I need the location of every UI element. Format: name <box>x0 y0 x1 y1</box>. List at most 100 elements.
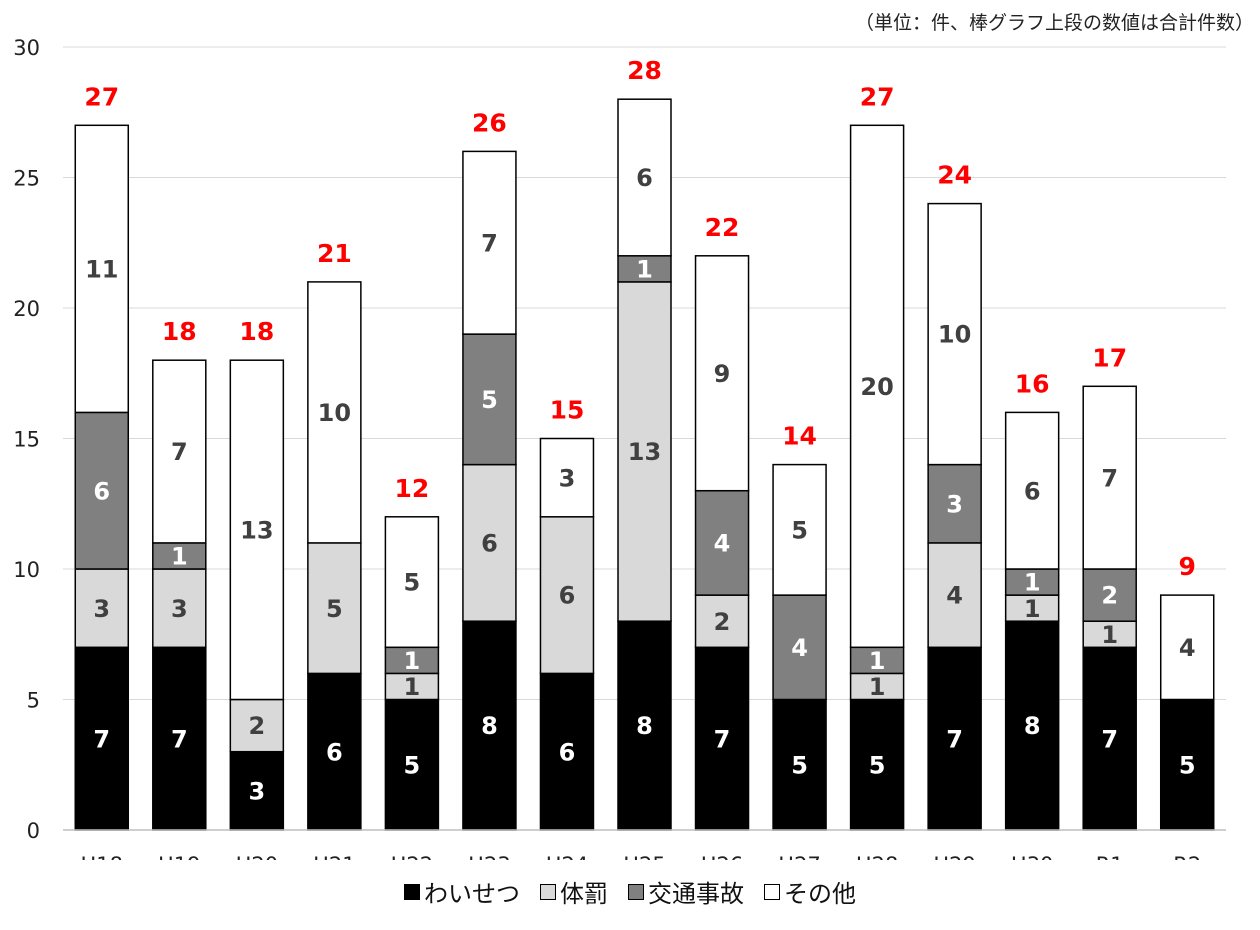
data-label-H24-体罰: 6 <box>559 582 576 610</box>
y-tick-label-25: 25 <box>13 167 40 191</box>
data-label-H24-わいせつ: 6 <box>559 738 576 766</box>
stacked-bar-chart: 7361127731718321318651021511512865726663… <box>0 0 1260 860</box>
y-tick-label-20: 20 <box>13 297 40 321</box>
data-label-H21-わいせつ: 6 <box>326 738 343 766</box>
data-label-H29-体罰: 4 <box>946 582 963 610</box>
legend-item-その他: その他 <box>764 874 856 909</box>
data-label-R1-わいせつ: 7 <box>1101 725 1118 753</box>
data-label-H28-交通事故: 1 <box>869 647 886 675</box>
data-label-H27-わいせつ: 5 <box>791 751 808 779</box>
data-label-H18-体罰: 3 <box>93 595 110 623</box>
total-label-H27: 14 <box>782 422 817 451</box>
data-label-H28-体罰: 1 <box>869 673 886 701</box>
data-label-H25-その他: 6 <box>636 164 653 192</box>
data-label-H22-わいせつ: 5 <box>404 751 421 779</box>
total-label-H24: 15 <box>550 396 585 425</box>
x-tick-label-H29: H29 <box>933 853 976 860</box>
x-tick-label-H21: H21 <box>313 853 356 860</box>
data-label-H19-わいせつ: 7 <box>171 725 188 753</box>
legend-label: 交通事故 <box>648 874 744 909</box>
total-label-H23: 26 <box>472 108 507 137</box>
total-label-H18: 27 <box>84 82 119 111</box>
legend-swatch <box>628 884 644 900</box>
total-label-H29: 24 <box>937 161 972 190</box>
data-label-H19-交通事故: 1 <box>171 543 188 571</box>
data-label-R1-その他: 7 <box>1101 464 1118 492</box>
data-label-H27-交通事故: 4 <box>791 634 808 662</box>
total-label-H26: 22 <box>705 213 740 242</box>
legend-label: わいせつ <box>424 874 520 909</box>
total-label-R2: 9 <box>1179 552 1196 581</box>
x-tick-label-H24: H24 <box>546 853 589 860</box>
y-tick-label-0: 0 <box>27 819 40 843</box>
legend-item-交通事故: 交通事故 <box>628 874 744 909</box>
data-label-H25-体罰: 13 <box>628 438 661 466</box>
data-label-H25-わいせつ: 8 <box>636 712 653 740</box>
data-label-H29-その他: 10 <box>938 321 971 349</box>
data-label-H21-体罰: 5 <box>326 595 343 623</box>
total-label-H20: 18 <box>239 317 274 346</box>
legend-label: その他 <box>784 874 856 909</box>
total-label-H21: 21 <box>317 239 352 268</box>
data-label-R2-わいせつ: 5 <box>1179 751 1196 779</box>
legend: わいせつ 体罰 交通事故 その他 <box>0 874 1260 909</box>
legend-item-体罰: 体罰 <box>540 874 608 909</box>
legend-swatch <box>404 884 420 900</box>
data-label-H22-その他: 5 <box>404 569 421 597</box>
data-label-H20-わいせつ: 3 <box>248 777 265 805</box>
x-tick-label-H20: H20 <box>236 853 279 860</box>
data-label-H21-その他: 10 <box>318 399 351 427</box>
data-label-H18-交通事故: 6 <box>93 477 110 505</box>
x-tick-label-H25: H25 <box>623 853 666 860</box>
y-tick-label-10: 10 <box>13 558 40 582</box>
data-label-H26-交通事故: 4 <box>714 530 731 558</box>
data-label-H30-体罰: 1 <box>1024 595 1041 623</box>
x-tick-label-R2: R2 <box>1173 853 1201 860</box>
data-label-H20-体罰: 2 <box>248 712 265 740</box>
legend-item-わいせつ: わいせつ <box>404 874 520 909</box>
data-label-R1-体罰: 1 <box>1101 621 1118 649</box>
x-tick-label-H19: H19 <box>158 853 201 860</box>
data-label-H25-交通事故: 1 <box>636 255 653 283</box>
data-label-H22-交通事故: 1 <box>404 647 421 675</box>
total-label-H30: 16 <box>1015 369 1050 398</box>
total-label-H25: 28 <box>627 56 662 85</box>
data-label-H23-わいせつ: 8 <box>481 712 498 740</box>
data-label-H24-その他: 3 <box>559 464 576 492</box>
data-label-H19-その他: 7 <box>171 438 188 466</box>
data-label-H23-交通事故: 5 <box>481 386 498 414</box>
data-label-H22-体罰: 1 <box>404 673 421 701</box>
data-label-H30-交通事故: 1 <box>1024 569 1041 597</box>
data-label-H26-体罰: 2 <box>714 608 731 636</box>
x-tick-label-H30: H30 <box>1011 853 1054 860</box>
data-label-H19-体罰: 3 <box>171 595 188 623</box>
data-label-H23-体罰: 6 <box>481 530 498 558</box>
x-tick-label-H23: H23 <box>468 853 511 860</box>
data-label-H28-わいせつ: 5 <box>869 751 886 779</box>
x-tick-label-H28: H28 <box>856 853 899 860</box>
y-tick-label-15: 15 <box>13 428 40 452</box>
data-label-H23-その他: 7 <box>481 229 498 257</box>
x-tick-label-H27: H27 <box>778 853 821 860</box>
data-label-H20-その他: 13 <box>240 516 273 544</box>
data-label-H18-その他: 11 <box>85 255 118 283</box>
data-label-H27-その他: 5 <box>791 516 808 544</box>
data-label-R1-交通事故: 2 <box>1101 582 1118 610</box>
total-label-H19: 18 <box>162 317 197 346</box>
total-label-H22: 12 <box>395 474 430 503</box>
legend-swatch <box>540 884 556 900</box>
data-label-H29-交通事故: 3 <box>946 490 963 518</box>
data-label-H30-その他: 6 <box>1024 477 1041 505</box>
x-tick-label-H22: H22 <box>391 853 434 860</box>
y-tick-label-30: 30 <box>13 36 40 60</box>
total-label-R1: 17 <box>1092 343 1127 372</box>
data-label-H30-わいせつ: 8 <box>1024 712 1041 740</box>
data-label-H29-わいせつ: 7 <box>946 725 963 753</box>
data-label-H26-わいせつ: 7 <box>714 725 731 753</box>
y-tick-label-5: 5 <box>27 689 40 713</box>
data-label-H28-その他: 20 <box>860 373 893 401</box>
legend-swatch <box>764 884 780 900</box>
x-tick-label-H26: H26 <box>701 853 744 860</box>
unit-note: （単位：件、棒グラフ上段の数値は合計件数） <box>855 8 1254 35</box>
